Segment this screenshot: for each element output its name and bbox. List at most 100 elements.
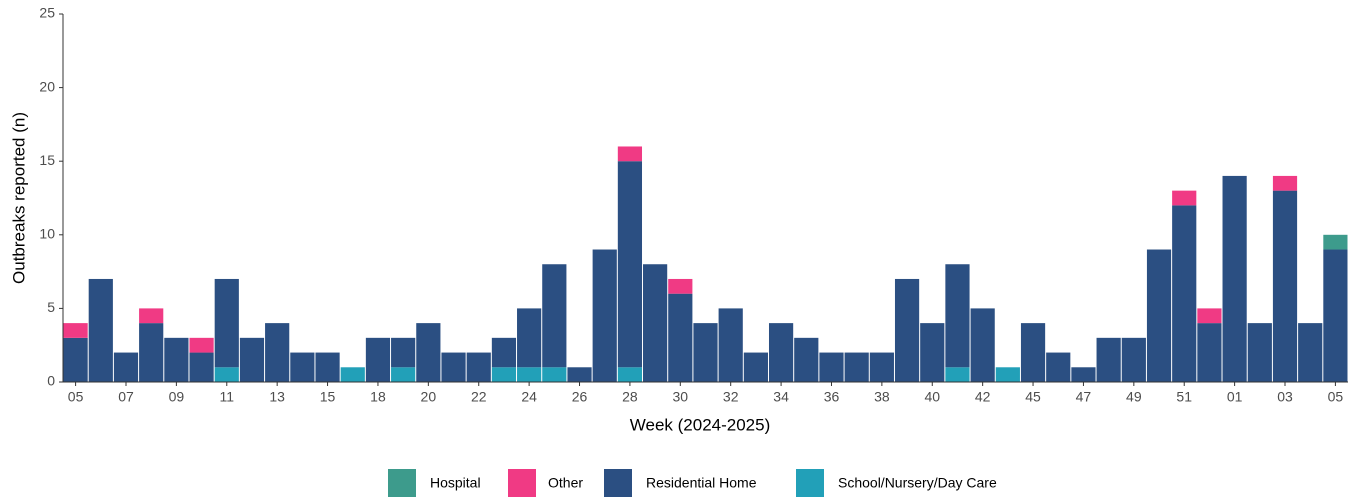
legend-label: Residential Home	[646, 475, 757, 491]
bar-segment	[416, 323, 441, 382]
bar-segment	[164, 337, 189, 382]
bar-segment	[617, 367, 643, 382]
x-tick-label: 13	[269, 389, 285, 405]
x-tick-label: 20	[421, 389, 437, 405]
bar-segment	[668, 278, 693, 294]
bar-segment	[265, 323, 290, 382]
legend-key	[508, 469, 536, 497]
y-axis-title: Outbreaks reported (n)	[9, 112, 28, 284]
x-tick-label: 07	[118, 389, 134, 405]
x-tick-label: 40	[924, 389, 940, 405]
bar-segment	[542, 367, 567, 382]
bar-segment	[945, 367, 970, 382]
x-tick-label: 11	[220, 389, 235, 405]
bar-segment	[340, 367, 365, 382]
bar-segment	[139, 308, 164, 324]
bar-segment	[214, 278, 239, 368]
x-tick-label: 22	[471, 389, 487, 405]
bar-segment	[819, 352, 844, 382]
bar-segment	[1071, 367, 1096, 382]
bar-segment	[189, 352, 214, 382]
bar-segment	[365, 337, 391, 382]
bar-segment	[894, 278, 920, 382]
bar-segment	[970, 308, 995, 382]
bar-segment	[617, 146, 643, 162]
x-tick-label: 03	[1277, 389, 1293, 405]
bar-segment	[139, 323, 164, 382]
x-axis-title: Week (2024-2025)	[630, 415, 771, 434]
bar-segment	[1121, 337, 1146, 382]
bar-segment	[567, 367, 592, 382]
bar-segment	[869, 352, 894, 382]
legend-key	[796, 469, 824, 497]
bar-segment	[1323, 249, 1348, 382]
x-tick-label: 26	[572, 389, 588, 405]
x-tick-label: 32	[723, 389, 739, 405]
bar-segment	[592, 249, 617, 382]
bar-segment	[1197, 308, 1222, 324]
bar-segment	[88, 278, 113, 382]
x-tick-label: 05	[1328, 389, 1344, 405]
x-tick-label: 09	[169, 389, 185, 405]
bar-segment	[643, 264, 668, 382]
x-tick-label: 51	[1176, 389, 1192, 405]
x-tick-label: 38	[874, 389, 890, 405]
x-tick-label: 34	[773, 389, 789, 405]
bar-segment	[617, 161, 643, 368]
legend-key	[604, 469, 632, 497]
x-tick-label: 24	[521, 389, 537, 405]
bar-segment	[768, 323, 794, 382]
bar-segment	[1222, 175, 1247, 382]
legend-label: School/Nursery/Day Care	[838, 475, 997, 491]
x-tick-label: 47	[1076, 389, 1092, 405]
x-tick-label: 28	[622, 389, 638, 405]
bar-segment	[491, 367, 517, 382]
bar-segment	[517, 367, 542, 382]
x-tick-label: 36	[824, 389, 840, 405]
bar-segment	[945, 264, 970, 368]
y-tick-label: 20	[39, 78, 55, 94]
bar-segment	[491, 337, 517, 368]
bar-segment	[995, 367, 1020, 382]
y-tick-label: 25	[39, 5, 55, 21]
x-tick-label: 18	[370, 389, 386, 405]
y-tick-label: 15	[39, 152, 55, 168]
legend-label: Hospital	[430, 475, 481, 491]
bar-segment	[63, 323, 88, 338]
x-tick-label: 45	[1025, 389, 1041, 405]
bar-segment	[794, 337, 819, 382]
y-tick-label: 0	[47, 373, 55, 389]
y-tick-label: 10	[39, 226, 55, 242]
bar-segment	[1172, 205, 1197, 382]
bar-segment	[517, 308, 542, 368]
bar-segment	[1197, 323, 1222, 382]
x-tick-label: 42	[975, 389, 991, 405]
bar-segment	[1096, 337, 1121, 382]
bar-segment	[1046, 352, 1071, 382]
x-tick-label: 01	[1227, 389, 1243, 405]
y-tick-label: 5	[47, 299, 55, 315]
bar-segment	[466, 352, 491, 382]
legend-label: Other	[548, 475, 583, 491]
bar-segment	[693, 323, 718, 382]
bar-segment	[113, 352, 139, 382]
bar-segment	[214, 367, 239, 382]
bar-segment	[1272, 175, 1298, 191]
bar-segment	[1146, 249, 1172, 382]
bar-segment	[668, 293, 693, 382]
bar-segment	[1323, 234, 1348, 250]
bar-segment	[391, 337, 416, 368]
bar-segment	[1247, 323, 1272, 382]
bar-segment	[718, 308, 743, 382]
bar-segment	[542, 264, 567, 368]
bar-segment	[1172, 190, 1197, 206]
bar-segment	[743, 352, 768, 382]
bar-segment	[391, 367, 416, 382]
bar-segment	[441, 352, 466, 382]
bar-segment	[1298, 323, 1323, 382]
bar-segment	[920, 323, 945, 382]
bar-segment	[290, 352, 315, 382]
x-tick-label: 30	[673, 389, 689, 405]
x-tick-label: 15	[320, 389, 336, 405]
